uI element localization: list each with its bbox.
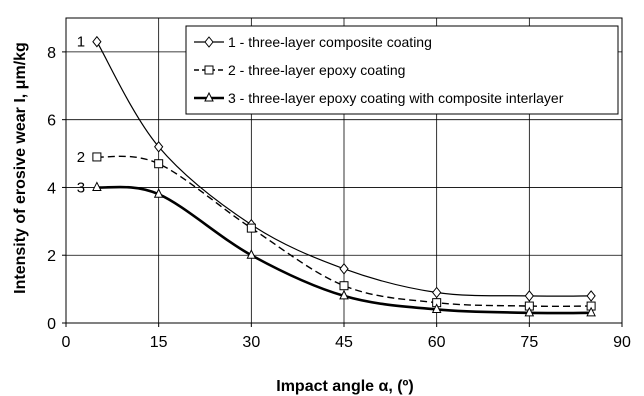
x-tick-label: 45 — [335, 334, 353, 351]
data-point-3-2 — [153, 188, 164, 198]
legend-label-2: 2 - three-layer epoxy coating — [228, 62, 405, 78]
y-tick-label: 4 — [47, 180, 56, 197]
y-tick-label: 0 — [47, 316, 56, 333]
x-axis-title: Impact angle α, (º) — [276, 378, 413, 395]
markers-group — [92, 35, 596, 317]
data-point-3-3 — [246, 249, 257, 259]
data-point-1-6 — [524, 290, 534, 302]
x-tick-label: 75 — [520, 334, 538, 351]
legend-marker-2 — [204, 65, 214, 75]
data-point-2-4 — [339, 281, 349, 291]
curve-label-3: 3 — [77, 179, 85, 196]
legend-box — [185, 25, 619, 115]
y-tick-label: 6 — [47, 113, 56, 130]
data-point-1-1 — [92, 35, 102, 48]
y-axis-ticks: 0 2 4 6 8 — [47, 45, 66, 333]
legend-label-1: 1 - three-layer composite coating — [228, 34, 432, 50]
data-point-1-5 — [432, 286, 442, 299]
x-axis-ticks: 0 15 30 45 60 75 90 — [62, 323, 631, 351]
y-tick-label: 8 — [47, 45, 56, 62]
data-point-2-1 — [92, 152, 102, 162]
legend-label-3: 3 - three-layer epoxy coating with compo… — [228, 90, 564, 106]
data-point-3-4 — [339, 289, 349, 300]
data-point-1-2 — [154, 140, 164, 153]
y-tick-label: 2 — [47, 248, 56, 265]
curve-label-1: 1 — [77, 34, 85, 51]
x-tick-label: 60 — [428, 334, 446, 351]
series-line-1 — [96, 41, 592, 297]
data-point-1-4 — [339, 262, 349, 275]
curve-labels: 1 2 3 — [77, 34, 85, 197]
curve-label-2: 2 — [77, 149, 85, 166]
data-point-3-5 — [431, 303, 442, 313]
legend-marker-1 — [204, 36, 214, 48]
data-point-3-1 — [92, 181, 102, 191]
data-point-3-6 — [524, 306, 535, 317]
legend-marker-3 — [204, 91, 214, 102]
x-tick-label: 15 — [150, 334, 168, 351]
x-tick-label: 30 — [242, 334, 260, 351]
data-point-2-2 — [154, 159, 164, 169]
x-tick-label: 90 — [613, 334, 631, 351]
data-point-1-7 — [586, 290, 596, 302]
data-point-3-7 — [586, 306, 596, 317]
y-axis-title: Intensity of erosive wear I, μm/kg — [12, 42, 29, 294]
legend: 1 - three-layer composite coating 2 - thr… — [185, 25, 619, 115]
data-point-2-3 — [246, 223, 256, 233]
x-tick-label: 0 — [62, 334, 71, 351]
